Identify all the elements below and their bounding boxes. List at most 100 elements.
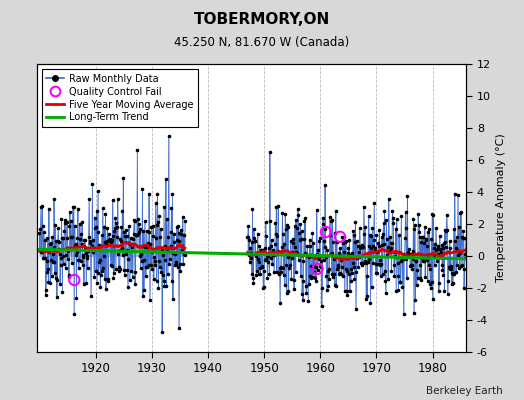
Point [381, 290, 390, 296]
Point [37, 249, 46, 255]
Point [92, 224, 100, 230]
Point [78, 241, 86, 248]
Point [380, 241, 388, 248]
Point [68, 260, 76, 266]
Point [346, 288, 354, 294]
Point [44, 279, 52, 286]
Point [282, 290, 291, 296]
Point [418, 255, 427, 262]
Point [88, 181, 96, 187]
Point [84, 234, 93, 240]
Point [89, 236, 97, 243]
Point [127, 268, 135, 274]
Point [370, 246, 379, 253]
Point [390, 253, 399, 259]
Point [318, 303, 326, 309]
Point [36, 226, 45, 233]
Point [159, 252, 167, 258]
Point [359, 204, 368, 210]
Point [179, 232, 188, 238]
Point [260, 257, 269, 263]
Point [401, 234, 409, 241]
Point [369, 260, 377, 266]
Point [152, 235, 160, 242]
Point [70, 204, 78, 210]
Point [386, 234, 394, 240]
Point [297, 273, 305, 280]
Point [143, 228, 151, 234]
Point [136, 226, 144, 232]
Point [442, 212, 451, 218]
Point [426, 281, 434, 288]
Point [257, 247, 265, 253]
Point [390, 262, 398, 268]
Point [443, 291, 452, 297]
Point [308, 253, 316, 259]
Point [449, 271, 457, 278]
Point [256, 270, 265, 277]
Point [135, 228, 144, 235]
Point [72, 294, 81, 301]
Point [303, 243, 311, 249]
Point [313, 267, 322, 273]
Point [438, 262, 446, 268]
Point [123, 247, 131, 253]
Point [290, 286, 298, 292]
Point [270, 269, 278, 276]
Point [312, 207, 321, 214]
Point [140, 217, 149, 224]
Point [91, 225, 100, 231]
Point [158, 328, 166, 335]
Point [37, 204, 45, 210]
Point [282, 262, 290, 269]
Point [365, 243, 373, 250]
Point [51, 270, 59, 277]
Point [438, 267, 446, 273]
Point [166, 243, 174, 249]
Point [460, 266, 468, 272]
Point [337, 264, 346, 270]
Point [412, 258, 420, 264]
Point [271, 230, 280, 237]
Point [145, 190, 153, 197]
Point [437, 249, 445, 256]
Point [288, 249, 297, 255]
Point [392, 216, 401, 222]
Point [114, 196, 122, 202]
Point [101, 276, 109, 282]
Point [112, 266, 120, 272]
Point [274, 248, 282, 254]
Point [356, 243, 365, 250]
Point [118, 244, 126, 251]
Point [146, 297, 154, 304]
Point [293, 225, 301, 232]
Point [363, 292, 372, 299]
Point [363, 273, 371, 280]
Point [291, 244, 299, 250]
Point [424, 254, 433, 260]
Point [348, 270, 356, 276]
Point [151, 200, 160, 207]
Point [149, 223, 157, 230]
Point [280, 241, 289, 247]
Point [425, 226, 433, 232]
Point [454, 192, 462, 198]
Point [45, 206, 53, 212]
Point [330, 271, 339, 277]
Point [334, 270, 343, 277]
Point [452, 234, 461, 240]
Point [372, 261, 380, 267]
Point [87, 293, 95, 300]
Point [360, 231, 368, 238]
Point [307, 275, 315, 282]
Point [362, 296, 370, 303]
Point [57, 262, 65, 268]
Point [75, 257, 83, 263]
Point [341, 288, 349, 295]
Point [392, 288, 400, 294]
Point [301, 250, 309, 256]
Point [99, 205, 107, 211]
Point [323, 287, 331, 294]
Point [411, 222, 419, 228]
Point [445, 249, 453, 255]
